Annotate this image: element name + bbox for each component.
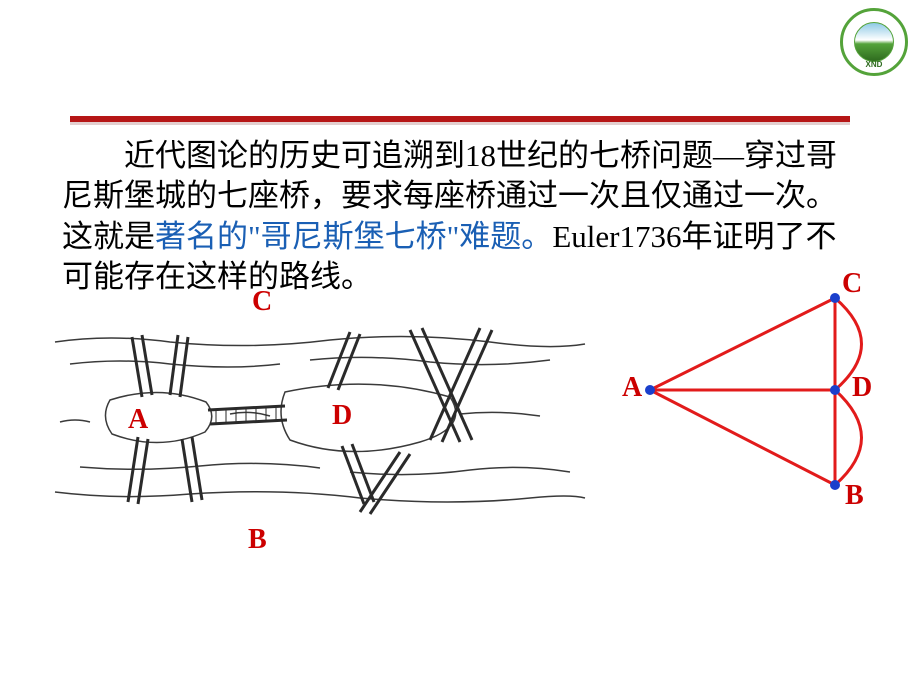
map-label-a: A: [128, 404, 148, 436]
logo-mountain-icon: [854, 22, 894, 62]
graph-label-b: B: [845, 480, 864, 512]
logo-acronym: XND: [866, 60, 883, 69]
map-label-b: B: [248, 524, 267, 556]
graph-label-a: A: [622, 372, 642, 404]
graph-label-d: D: [852, 372, 872, 404]
map-label-c: C: [252, 286, 272, 318]
title-rule-shadow: [70, 122, 850, 125]
main-paragraph: 近代图论的历史可追溯到18世纪的七桥问题—穿过哥尼斯堡城的七座桥，要求每座桥通过…: [62, 136, 862, 297]
university-logo: XND: [840, 8, 908, 76]
konigsberg-map: A B C D: [50, 302, 590, 552]
logo-ring: XND: [840, 8, 908, 76]
map-label-d: D: [332, 400, 352, 432]
paragraph-highlight: 著名的"哥尼斯堡七桥"难题。: [155, 219, 552, 254]
graph-label-c: C: [842, 268, 862, 300]
abstract-graph: A B C D: [620, 280, 910, 520]
